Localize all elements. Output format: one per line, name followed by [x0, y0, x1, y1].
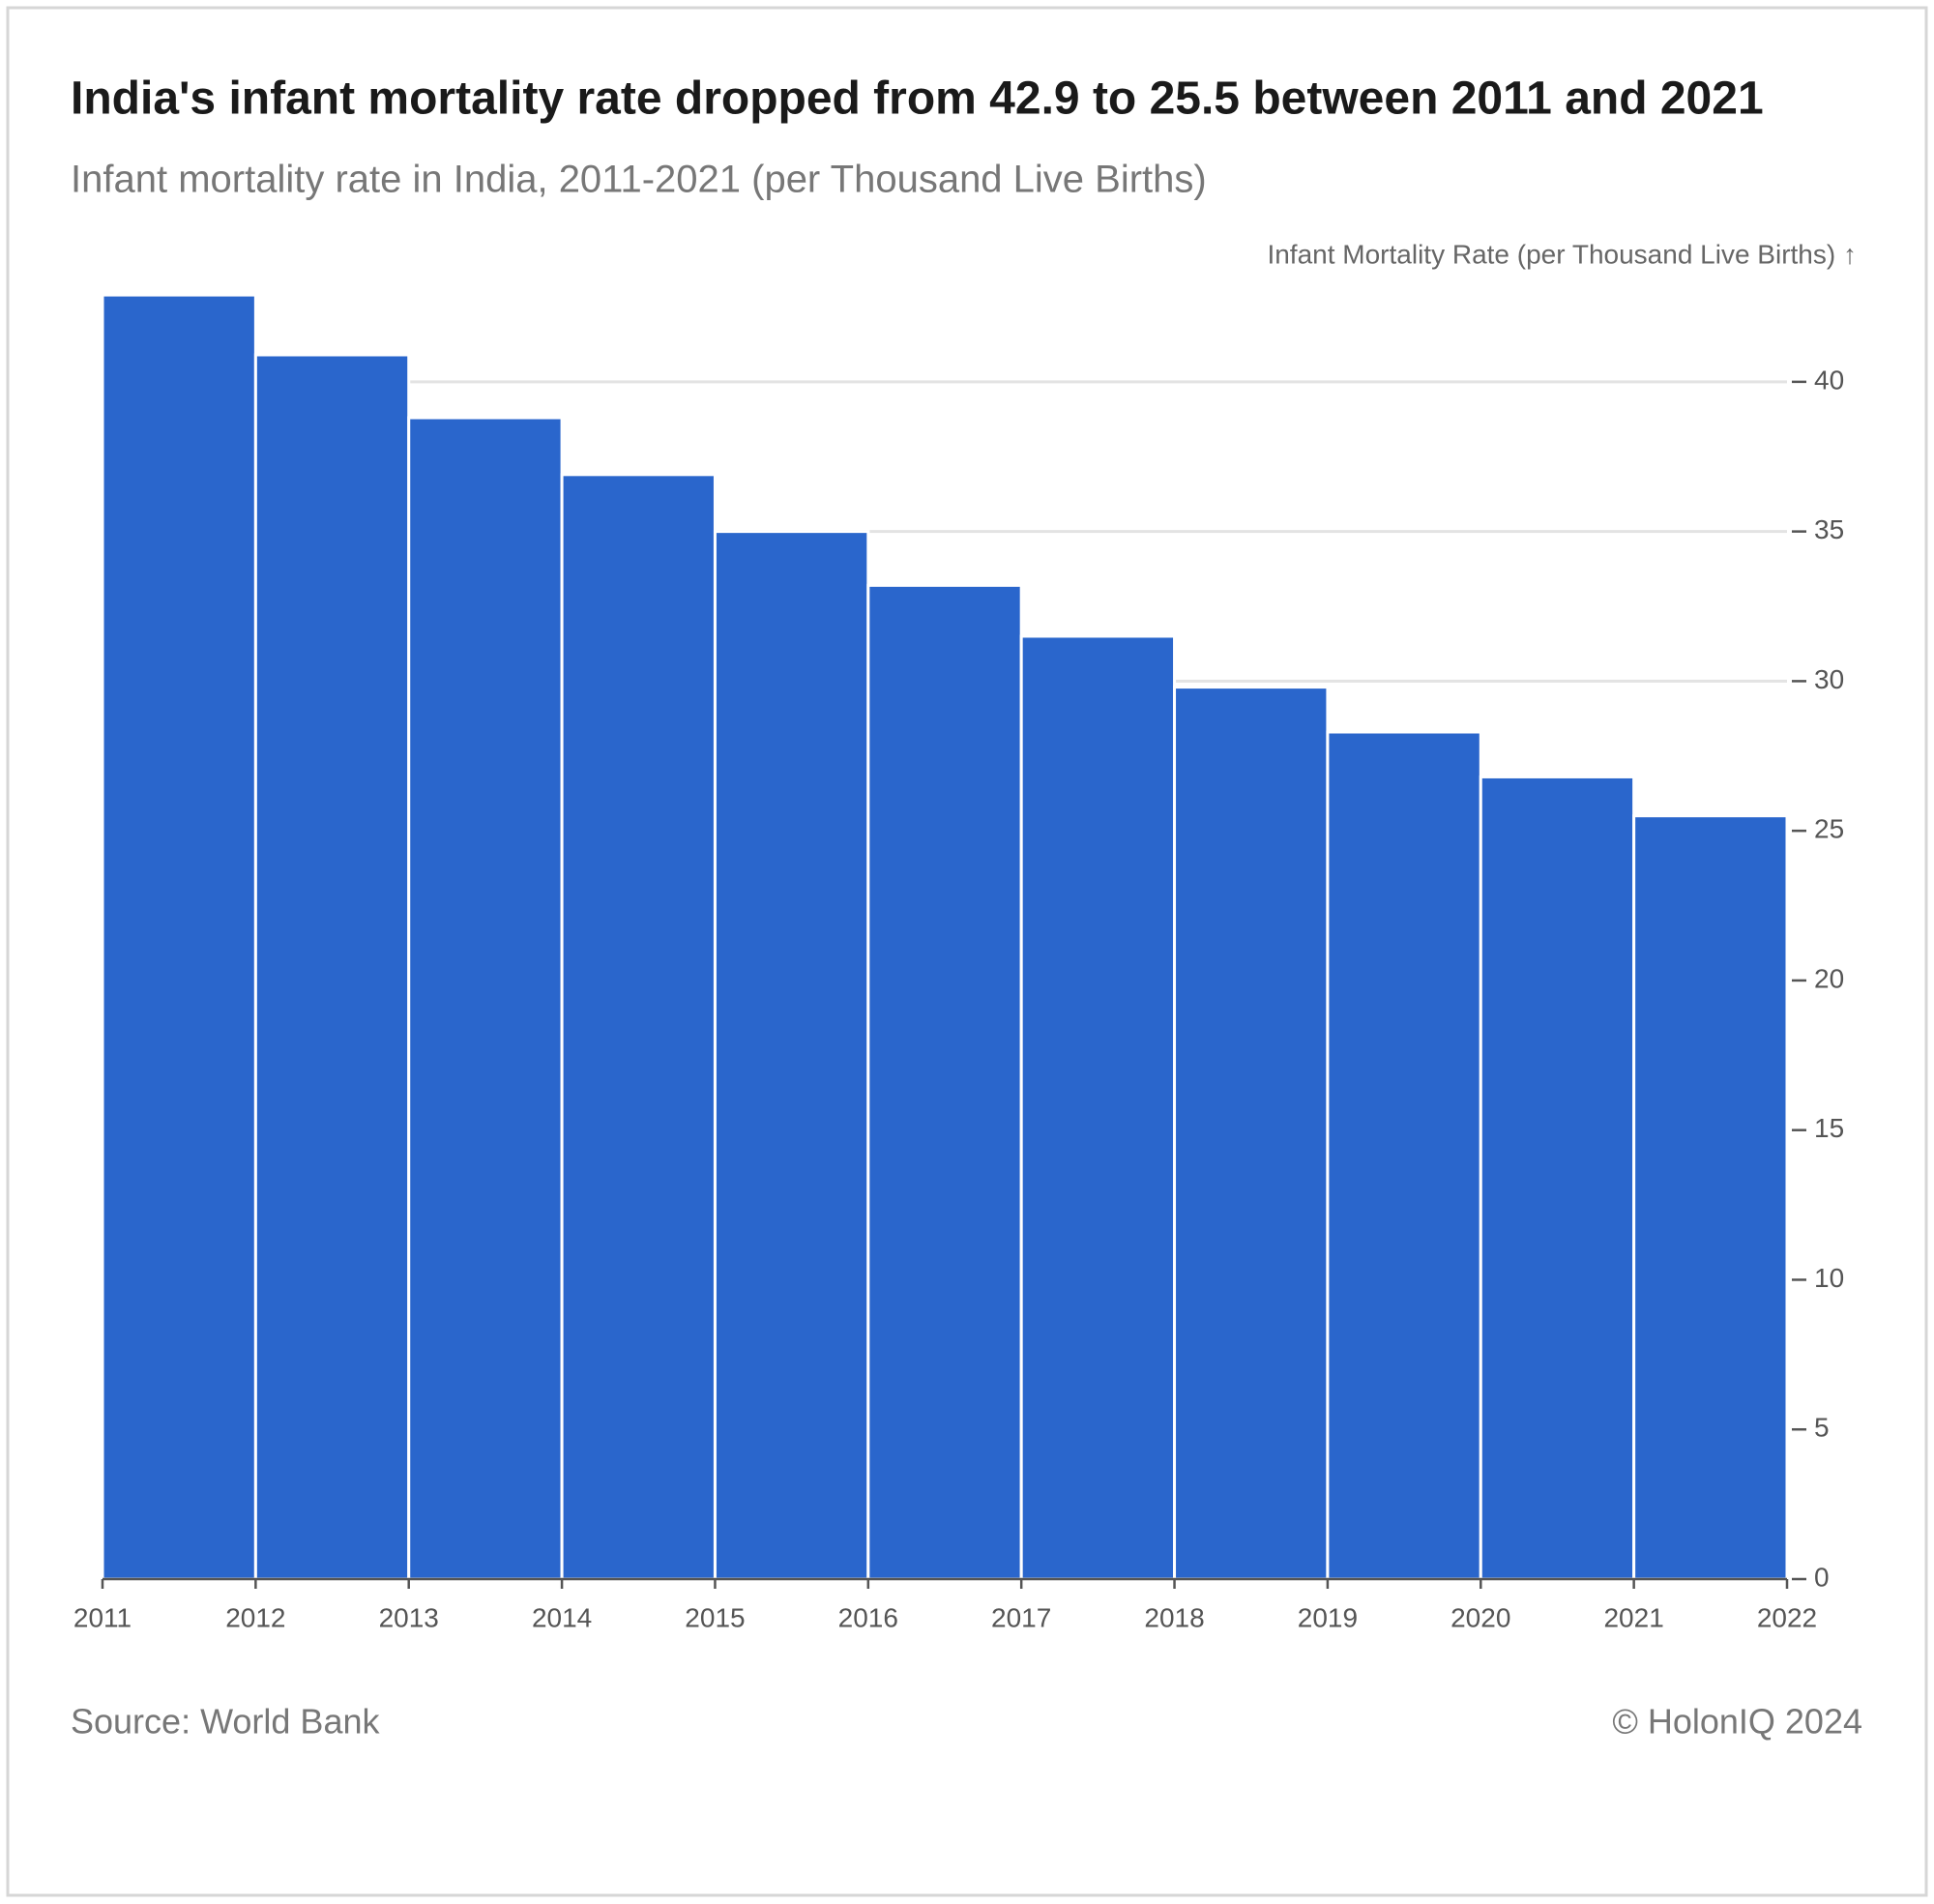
bar [866, 583, 1023, 1581]
y-tick-label: 5 [1814, 1413, 1830, 1443]
y-tick-label: 40 [1814, 365, 1844, 395]
y-tick-label: 10 [1814, 1263, 1844, 1293]
y-tick-label: 15 [1814, 1113, 1844, 1143]
x-tick-label: 2022 [1757, 1602, 1817, 1632]
credit: © HolonIQ 2024 [1612, 1702, 1862, 1742]
bar [1479, 775, 1636, 1581]
x-tick-label: 2019 [1298, 1602, 1358, 1632]
x-tick-label: 2017 [991, 1602, 1051, 1632]
y-tick-label: 25 [1814, 814, 1844, 844]
bar [407, 416, 564, 1581]
x-tick-label: 2011 [73, 1602, 132, 1632]
bar [101, 293, 257, 1581]
bar [713, 530, 870, 1581]
y-tick-label: 0 [1814, 1562, 1830, 1592]
x-tick-label: 2013 [379, 1602, 439, 1632]
bar [1019, 634, 1177, 1581]
y-tick-label: 30 [1814, 664, 1844, 694]
x-tick-label: 2015 [685, 1602, 745, 1632]
x-tick-label: 2016 [838, 1602, 898, 1632]
bar [1326, 730, 1482, 1581]
x-tick-label: 2014 [532, 1602, 592, 1632]
source: Source: World Bank [71, 1702, 380, 1742]
y-tick-label: 35 [1814, 514, 1844, 544]
chart-title: India's infant mortality rate dropped fr… [71, 73, 1764, 125]
y-tick-label: 20 [1814, 963, 1844, 993]
bar [1632, 814, 1789, 1581]
x-tick-label: 2021 [1603, 1602, 1663, 1632]
x-tick-label: 2020 [1450, 1602, 1510, 1632]
y-axis-label: Infant Mortality Rate (per Thousand Live… [1267, 239, 1857, 269]
bar [560, 473, 717, 1581]
bar [1173, 686, 1330, 1581]
bar [253, 353, 411, 1581]
chart-subtitle: Infant mortality rate in India, 2011-202… [71, 159, 1207, 201]
x-tick-label: 2018 [1144, 1602, 1204, 1632]
x-tick-label: 2012 [225, 1602, 285, 1632]
